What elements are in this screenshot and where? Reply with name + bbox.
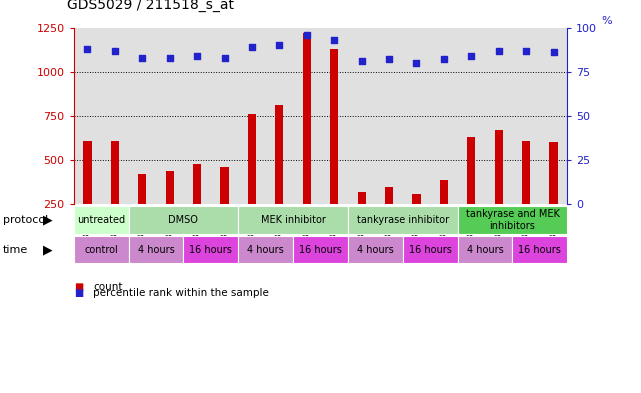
Point: [165, 54, 175, 61]
Text: 16 hours: 16 hours: [299, 244, 342, 255]
Point: [412, 60, 422, 66]
Text: count: count: [93, 282, 122, 292]
Text: 4 hours: 4 hours: [357, 244, 394, 255]
Bar: [440, 180, 448, 204]
Bar: [495, 130, 503, 204]
Bar: [549, 142, 558, 204]
Point: [356, 58, 367, 64]
Text: tankyrase inhibitor: tankyrase inhibitor: [356, 215, 449, 225]
Text: %: %: [602, 16, 612, 26]
Text: 16 hours: 16 hours: [409, 244, 452, 255]
Point: [438, 56, 449, 62]
Bar: [385, 187, 393, 204]
Text: 16 hours: 16 hours: [519, 244, 562, 255]
Text: ▶: ▶: [43, 243, 53, 256]
Text: GDS5029 / 211518_s_at: GDS5029 / 211518_s_at: [67, 0, 235, 12]
Text: protocol: protocol: [3, 215, 49, 225]
Bar: [330, 49, 338, 204]
Bar: [138, 174, 146, 204]
Bar: [248, 114, 256, 204]
Point: [247, 44, 257, 50]
Bar: [358, 192, 366, 204]
Text: ▶: ▶: [43, 213, 53, 227]
Point: [219, 54, 229, 61]
Bar: [467, 137, 476, 204]
Text: time: time: [3, 244, 28, 255]
Point: [137, 54, 147, 61]
Point: [466, 53, 476, 59]
Text: 4 hours: 4 hours: [467, 244, 503, 255]
Text: control: control: [84, 244, 118, 255]
Bar: [221, 167, 229, 204]
Point: [274, 42, 285, 48]
Bar: [412, 194, 420, 204]
Bar: [303, 33, 311, 204]
Bar: [165, 171, 174, 204]
Bar: [275, 105, 283, 204]
Text: 16 hours: 16 hours: [189, 244, 232, 255]
Bar: [522, 141, 530, 204]
Point: [110, 47, 120, 53]
Point: [192, 53, 203, 59]
Bar: [83, 141, 92, 204]
Point: [494, 47, 504, 53]
Point: [329, 37, 339, 43]
Text: ■: ■: [74, 282, 83, 292]
Point: [302, 31, 312, 38]
Text: ■: ■: [74, 288, 83, 298]
Point: [384, 56, 394, 62]
Text: DMSO: DMSO: [169, 215, 198, 225]
Text: percentile rank within the sample: percentile rank within the sample: [93, 288, 269, 298]
Bar: [193, 163, 201, 204]
Text: 4 hours: 4 hours: [247, 244, 284, 255]
Point: [82, 46, 92, 52]
Point: [549, 49, 559, 55]
Point: [521, 47, 531, 53]
Text: untreated: untreated: [77, 215, 125, 225]
Text: MEK inhibitor: MEK inhibitor: [261, 215, 326, 225]
Bar: [111, 141, 119, 204]
Text: 4 hours: 4 hours: [138, 244, 174, 255]
Text: tankyrase and MEK
inhibitors: tankyrase and MEK inhibitors: [465, 209, 560, 231]
